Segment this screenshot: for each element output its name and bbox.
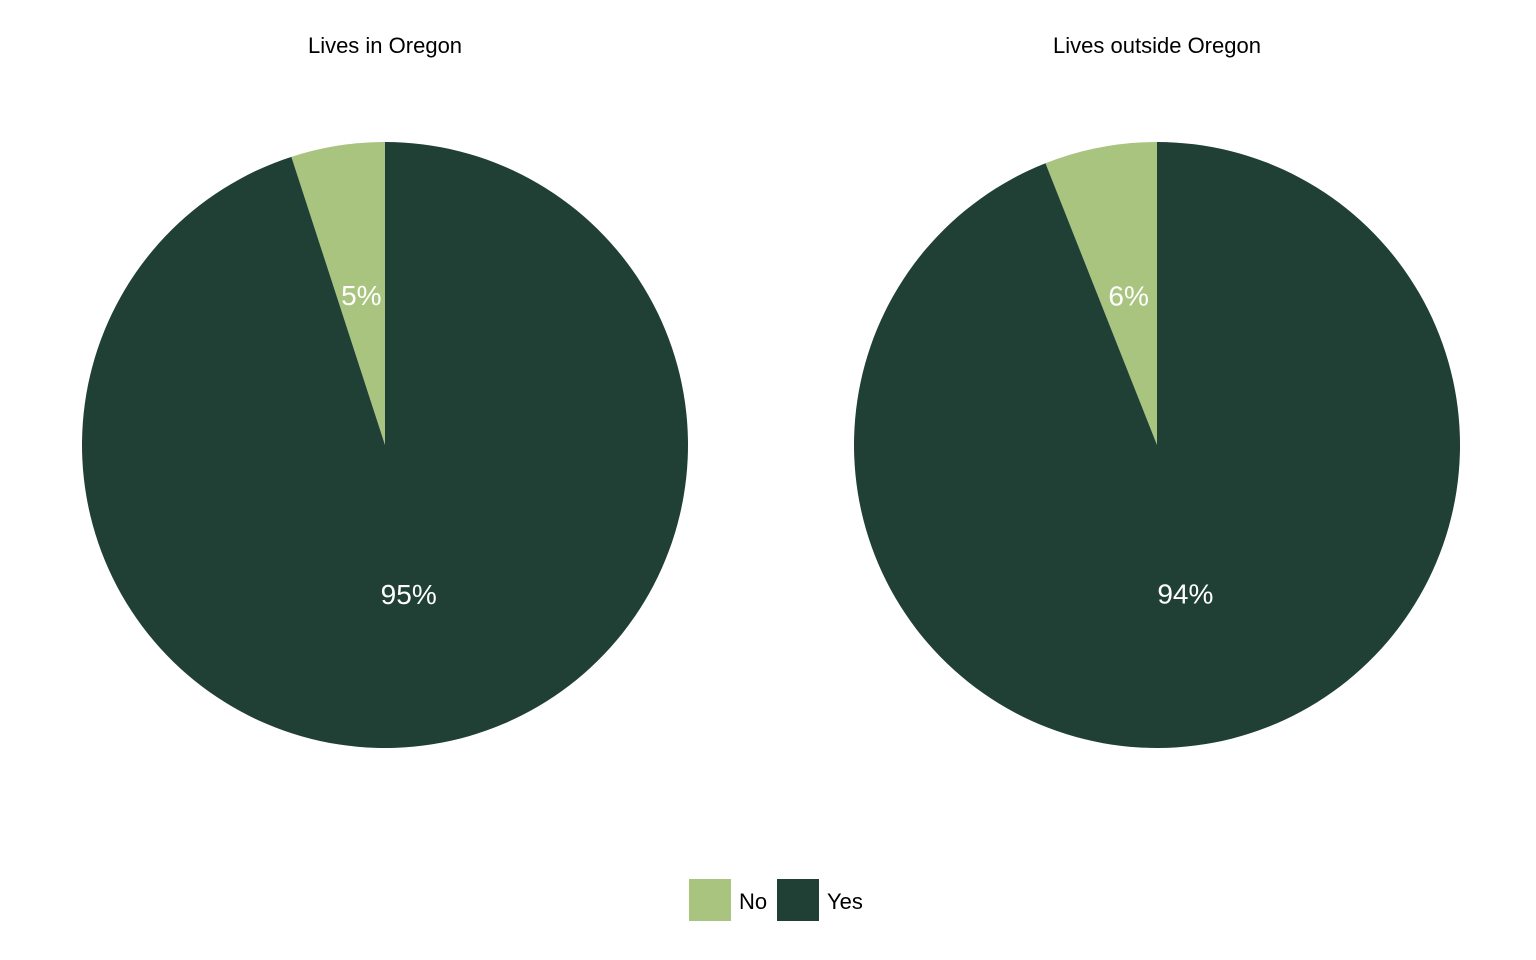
pie-slice-yes — [82, 142, 689, 748]
pie-slice-no — [1045, 142, 1157, 445]
panel-title-lives-in-oregon: Lives in Oregon — [308, 33, 462, 58]
pie-panel-lives-outside-oregon: Lives outside Oregon 6% 94% — [854, 33, 1461, 748]
pie-labels-lives-outside-oregon: 6% 94% — [1108, 281, 1213, 610]
pie-slices-lives-outside-oregon — [854, 141, 1461, 748]
pie-slice-no — [291, 142, 385, 445]
legend-swatch-yes — [777, 879, 819, 921]
pie-slice-yes — [854, 141, 1461, 748]
pie-slices-lives-in-oregon — [82, 142, 689, 748]
slice-label-yes: 94% — [1157, 578, 1213, 609]
pie-labels-lives-in-oregon: 5% 95% — [341, 280, 437, 610]
pie-panel-lives-in-oregon: Lives in Oregon 5% 95% — [82, 33, 689, 748]
panel-title-lives-outside-oregon: Lives outside Oregon — [1053, 33, 1261, 58]
legend-label-no: No — [739, 889, 767, 914]
legend-label-yes: Yes — [827, 889, 863, 914]
slice-label-no: 5% — [341, 280, 381, 311]
legend-swatch-no — [689, 879, 731, 921]
slice-label-yes: 95% — [381, 579, 437, 610]
legend: No Yes — [689, 879, 863, 921]
slice-label-no: 6% — [1108, 281, 1148, 312]
